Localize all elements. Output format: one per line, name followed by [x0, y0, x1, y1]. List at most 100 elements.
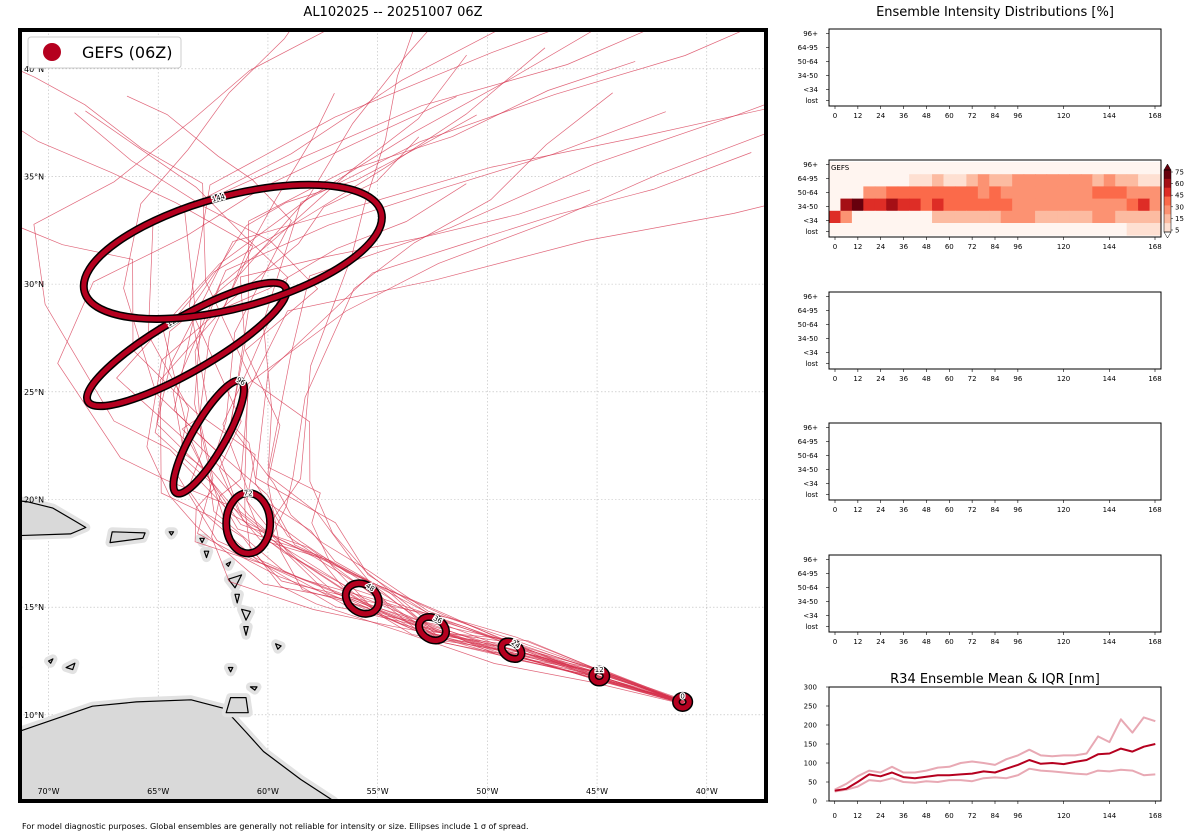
- heatmap-cell: [1069, 174, 1082, 187]
- footer-note: For model diagnostic purposes. Global en…: [22, 822, 529, 831]
- heatmap-cell: [874, 186, 887, 199]
- y-tick-label: lost: [805, 360, 818, 368]
- heatmap-cell: [932, 198, 945, 212]
- heatmap-cell: [954, 162, 967, 175]
- heatmap-cell: [954, 210, 967, 224]
- heatmap-cell: [966, 174, 979, 187]
- y-tick-label: <34: [803, 349, 818, 357]
- land-polygon: [65, 662, 76, 671]
- colorbar-segment: [1164, 170, 1171, 180]
- heatmap-cell: [989, 174, 1002, 187]
- heatmap-cell: [909, 174, 922, 187]
- land-polygon: [199, 537, 205, 544]
- r34-plot: 0 50 100 150 200 250 300 0 12 24 36 48 60 72 84 96 120 14…: [804, 684, 1162, 821]
- heatmap-cell: [932, 223, 945, 236]
- heatmap-cell: [989, 223, 1002, 236]
- heatmap-cell: [1057, 186, 1071, 199]
- heatmap-cell: [897, 210, 910, 224]
- x-tick-label: 84: [991, 375, 1000, 383]
- r34-q75-line: [834, 716, 1156, 791]
- land-polygon: [275, 643, 282, 650]
- panel-frame: [828, 554, 1162, 633]
- heatmap-cell: [1057, 210, 1071, 224]
- x-tick-label: 168: [1148, 638, 1161, 646]
- map-lon-label: 50°W: [476, 787, 498, 796]
- heatmap-cell: [920, 210, 933, 224]
- heatmap-cell: [840, 198, 853, 212]
- heatmap-cell: [943, 198, 956, 212]
- distribution-panel: 96+ 64-95 50-64 34-50 <34 lost 0 12 24 36 48 60 72 84…: [798, 554, 1162, 646]
- spread-ellipse: [223, 490, 273, 556]
- x-tick-label: 96: [1013, 243, 1022, 251]
- heatmap-cell: [977, 186, 990, 199]
- x-tick-label: 24: [876, 112, 885, 120]
- heatmap-cell: [840, 174, 853, 187]
- colorbar-segment: [1164, 187, 1171, 198]
- heatmap-cell: [1035, 162, 1048, 175]
- heatmap-cell: [874, 198, 887, 212]
- x-tick-label: 36: [899, 506, 908, 514]
- spread-ellipse: [343, 580, 382, 617]
- panel-frame: [828, 422, 1162, 501]
- heatmap-cell: [1115, 198, 1128, 212]
- heatmap-cell: [932, 162, 945, 175]
- y-tick-label: lost: [805, 228, 818, 236]
- heatmap-cell: [829, 198, 842, 212]
- heatmap-cell: [863, 186, 876, 199]
- heatmap-cell: [840, 186, 853, 199]
- heatmap-cell: [897, 198, 910, 212]
- heatmap-cell: [851, 174, 864, 187]
- r34-x-tick-label: 60: [945, 812, 954, 820]
- heatmap-cell: [1012, 174, 1025, 187]
- x-tick-label: 96: [1013, 506, 1022, 514]
- land-polygon: [241, 608, 251, 621]
- r34-x-tick-label: 120: [1057, 812, 1070, 820]
- r34-y-tick-label: 100: [804, 760, 817, 768]
- x-tick-label: 12: [853, 638, 862, 646]
- heatmap-cell: [943, 210, 956, 224]
- x-tick-label: 144: [1103, 375, 1117, 383]
- heatmap-cell: [1092, 210, 1105, 224]
- heatmap-cell: [1023, 198, 1036, 212]
- x-tick-label: 48: [922, 638, 931, 646]
- heatmap-cell: [1080, 210, 1093, 224]
- land-polygon: [109, 531, 146, 544]
- x-tick-label: 168: [1148, 506, 1161, 514]
- r34-x-tick-label: 48: [922, 812, 931, 820]
- distribution-panel: 96+ 64-95 50-64 34-50 <34 lost 0 12 24 36 48 60 72 84…: [798, 422, 1162, 514]
- x-tick-label: 48: [922, 243, 931, 251]
- x-tick-label: 12: [853, 243, 862, 251]
- land-polygon: [20, 699, 335, 801]
- land-halo: [20, 663, 23, 672]
- heatmap-cell: [1012, 186, 1025, 199]
- y-tick-label: 64-95: [798, 175, 818, 183]
- x-tick-label: 144: [1103, 243, 1117, 251]
- y-tick-label: 50-64: [798, 584, 819, 592]
- ellipse-hour-label: 72: [244, 490, 253, 498]
- heatmap-cell: [920, 174, 933, 187]
- heatmap-cell: [920, 198, 933, 212]
- heatmap-cell: [840, 162, 853, 175]
- heatmap-cell: [1138, 223, 1151, 236]
- heatmap-cell: [1138, 174, 1151, 187]
- y-tick-label: 34-50: [798, 466, 818, 474]
- heatmap-cell: [1103, 162, 1116, 175]
- r34-x-tick-label: 0: [832, 812, 836, 820]
- panel-frame: [828, 291, 1162, 370]
- y-tick-label: 96+: [803, 161, 818, 169]
- r34-y-tick-label: 50: [808, 779, 817, 787]
- heatmap-cell: [1092, 223, 1105, 236]
- heatmap-cell: [966, 186, 979, 199]
- map-frame: [18, 28, 768, 803]
- heatmap-cell: [909, 198, 922, 212]
- heatmap-cell: [977, 210, 990, 224]
- heatmap-cell: [1149, 210, 1162, 224]
- heatmap-cell: [829, 210, 842, 224]
- r34-x-tick-label: 84: [991, 812, 1000, 820]
- x-tick-label: 84: [991, 112, 1000, 120]
- y-tick-label: 64-95: [798, 307, 818, 315]
- heatmap-cell: [920, 223, 933, 236]
- x-tick-label: 0: [833, 112, 837, 120]
- heatmap-cell: [932, 186, 945, 199]
- heatmap-cell: [1023, 174, 1036, 187]
